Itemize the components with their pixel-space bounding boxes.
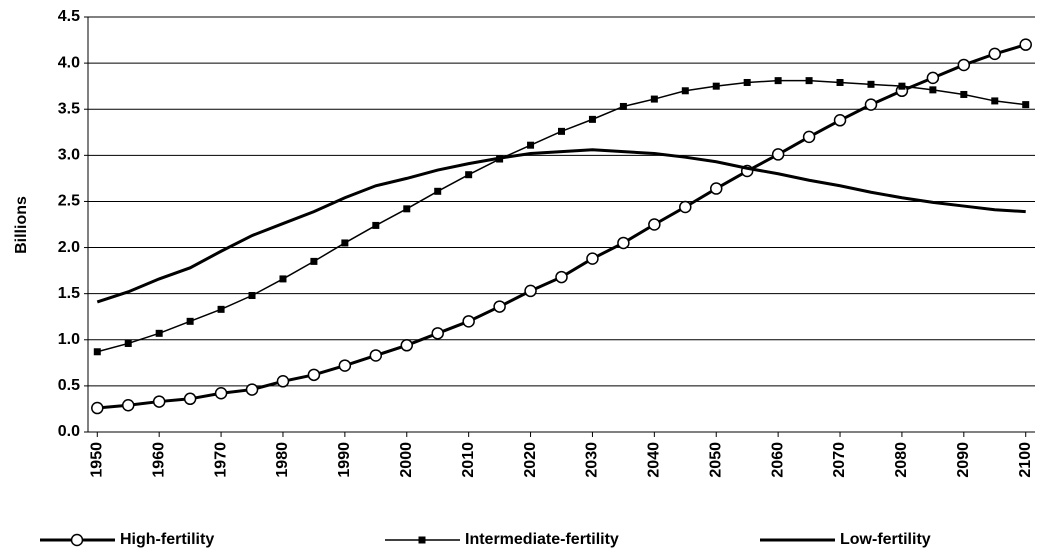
data-point — [93, 348, 101, 356]
data-point — [217, 305, 225, 313]
y-tick-label: 1.5 — [58, 285, 80, 302]
data-point — [155, 329, 163, 337]
legend-marker — [418, 536, 426, 544]
y-tick-label: 3.0 — [58, 147, 80, 164]
data-point — [310, 257, 318, 265]
data-point — [617, 236, 630, 250]
data-point — [957, 58, 971, 72]
x-tick-label: 1960 — [150, 442, 167, 478]
y-tick-label: 1.0 — [58, 331, 80, 348]
x-tick-label: 2010 — [460, 442, 477, 478]
data-point — [679, 200, 692, 214]
data-point — [805, 77, 813, 85]
x-tick-label: 1970 — [212, 442, 229, 478]
data-point — [867, 80, 875, 88]
x-tick-label: 2070 — [831, 442, 848, 478]
data-point — [681, 87, 689, 95]
data-point — [465, 171, 473, 179]
data-point — [833, 114, 847, 127]
data-point — [771, 148, 785, 161]
legend-marker — [70, 533, 84, 547]
data-point — [307, 368, 321, 382]
x-tick-label: 2090 — [955, 442, 972, 478]
x-tick-label: 2030 — [584, 442, 601, 478]
data-point — [183, 392, 197, 406]
y-tick-label: 0.5 — [58, 377, 80, 394]
data-point — [403, 205, 411, 213]
y-axis-label: Billions — [13, 196, 30, 254]
y-tick-label: 2.5 — [58, 193, 80, 210]
data-point — [991, 97, 999, 105]
y-tick-label: 2.0 — [58, 239, 80, 256]
data-point — [802, 130, 816, 144]
data-point — [1019, 38, 1032, 51]
y-tick-label: 3.5 — [58, 100, 80, 117]
data-point — [121, 399, 135, 412]
data-point — [91, 401, 104, 415]
y-tick-label: 4.5 — [58, 8, 80, 25]
data-point — [555, 270, 568, 284]
data-point — [586, 252, 599, 265]
data-point — [341, 239, 349, 247]
data-point — [434, 187, 442, 195]
legend-label: Intermediate-fertility — [465, 531, 619, 548]
series-line — [97, 43, 1027, 410]
data-point — [558, 127, 565, 135]
legend-label: High-fertility — [120, 531, 214, 548]
data-point — [279, 275, 287, 283]
data-point — [248, 292, 256, 300]
data-point — [186, 317, 194, 325]
x-tick-label: 2060 — [769, 442, 786, 478]
series-line — [97, 79, 1026, 353]
data-point — [709, 182, 723, 195]
data-point — [493, 300, 506, 313]
data-point — [836, 78, 844, 86]
data-point — [960, 90, 968, 98]
data-point — [588, 115, 596, 123]
x-tick-label: 2000 — [398, 442, 415, 478]
x-tick-label: 2040 — [646, 442, 663, 478]
data-point — [864, 98, 878, 111]
x-tick-label: 2020 — [522, 442, 539, 478]
data-point — [743, 78, 751, 86]
data-point — [214, 387, 228, 400]
series-line — [96, 148, 1026, 304]
x-tick-label: 1950 — [89, 442, 106, 478]
data-point — [926, 71, 940, 85]
x-tick-label: 2050 — [707, 442, 724, 478]
x-tick-label: 2100 — [1017, 442, 1034, 478]
data-point — [152, 395, 166, 408]
legend-label: Low-fertility — [840, 531, 931, 548]
data-point — [619, 102, 627, 110]
x-tick-label: 1980 — [274, 442, 291, 478]
data-point — [527, 141, 535, 149]
data-point — [400, 339, 414, 352]
y-tick-label: 4.0 — [58, 54, 80, 71]
data-point — [774, 77, 782, 85]
data-point — [1022, 101, 1030, 109]
data-point — [369, 349, 383, 362]
data-point — [338, 359, 352, 372]
data-point — [988, 47, 1002, 61]
y-tick-label: 0.0 — [58, 423, 80, 440]
data-point — [712, 82, 720, 90]
data-point — [648, 218, 661, 231]
data-point — [524, 284, 537, 298]
x-tick-label: 2080 — [893, 442, 910, 478]
data-point — [650, 95, 658, 103]
data-point — [124, 339, 132, 347]
data-point — [898, 82, 906, 90]
data-point — [431, 327, 444, 340]
data-point — [372, 221, 380, 229]
data-point — [245, 383, 259, 396]
data-point — [276, 375, 290, 388]
data-point — [462, 315, 475, 328]
x-tick-label: 1990 — [336, 442, 353, 478]
data-point — [929, 86, 937, 94]
